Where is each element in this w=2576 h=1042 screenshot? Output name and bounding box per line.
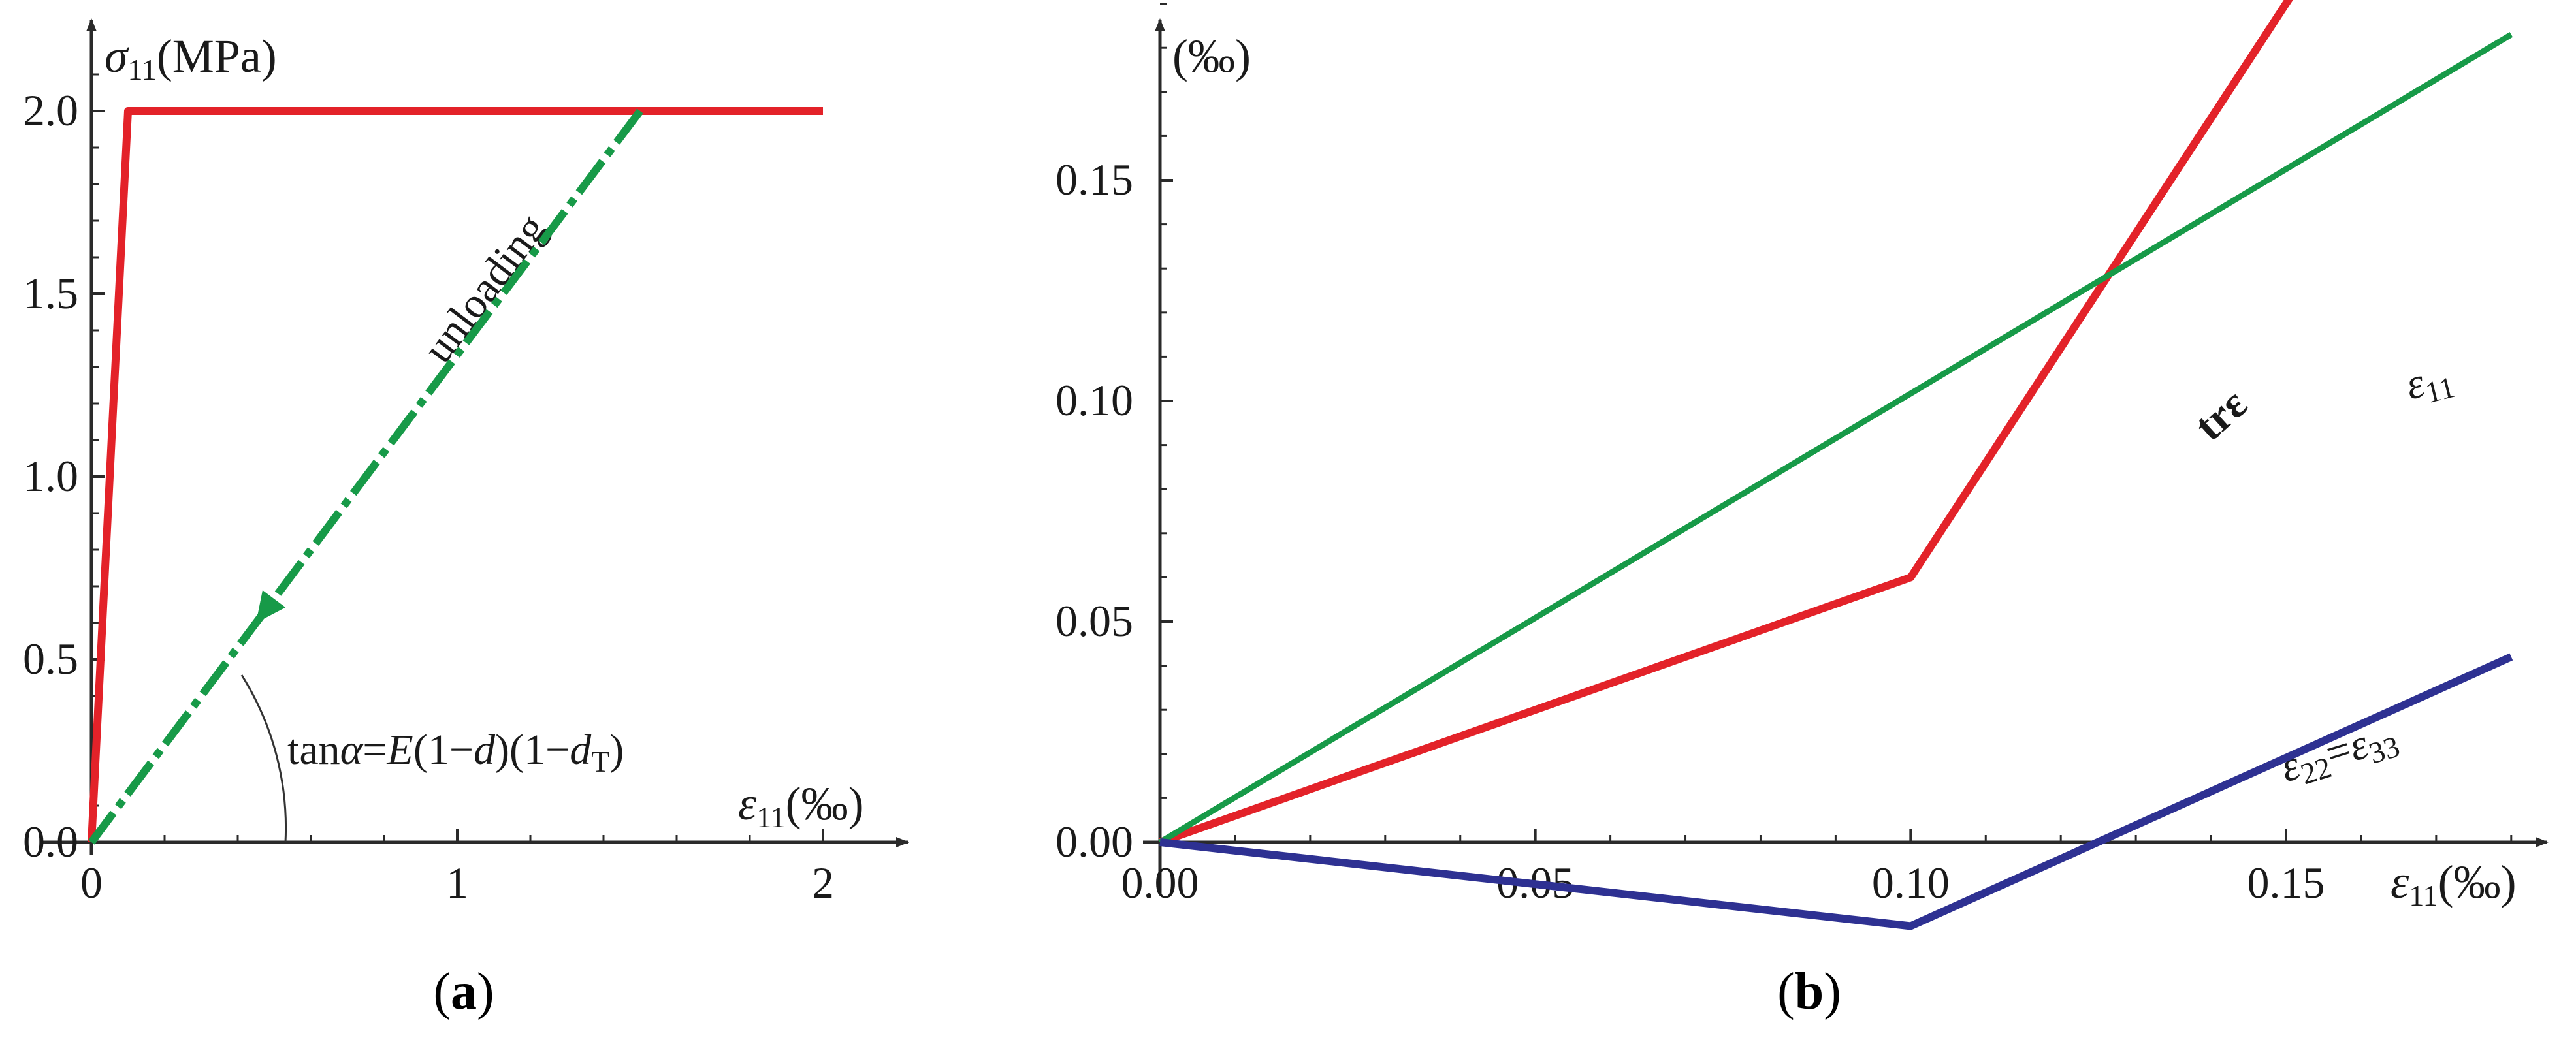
panel-a-x-tick-label: 0 (80, 858, 103, 908)
panel-b-y-label: (‰) (1172, 30, 1251, 82)
series-layer (88, 0, 2513, 930)
panel-a-caption: (a) (433, 963, 494, 1020)
panel-b-ticks: 0.000.050.100.150.000.050.100.150.200.25… (1055, 3, 2513, 908)
panel-a-x-label: ε11(‰) (738, 778, 864, 834)
panel-b-y-tick-label: 0.15 (1055, 155, 1133, 204)
panel-b-label-eps11: ε11 (2401, 352, 2458, 414)
panel-a-unloading-arrowhead (256, 590, 286, 623)
panel-a-y-tick-label: 0.5 (23, 634, 78, 684)
panel-a-y-tick-label: 0.0 (23, 817, 78, 866)
panel-a-ticks: 0 1 2 0.0 0.5 1.0 1.5 2.0 (23, 73, 834, 908)
panel-b-x-label: ε11(‰) (2391, 856, 2517, 912)
panel-a-y-tick-label: 1.0 (23, 451, 78, 501)
panel-b-y-tick-label: 0.00 (1055, 817, 1133, 866)
panel-b-x-tick-label: 0.10 (1872, 858, 1950, 908)
panel-b-x-tick-label: 0.00 (1121, 858, 1199, 908)
panel-b-y-tick-label: 0.05 (1055, 596, 1133, 646)
panel-b-series--11 (1158, 32, 2513, 845)
panel-a-y-tick-label: 2.0 (23, 86, 78, 135)
panel-a-unloading-label: unloading (414, 205, 556, 371)
panel-b-label-tr-eps: trε (2185, 380, 2256, 450)
panel-a-angle-arc (240, 674, 287, 843)
panel-b-caption: (b) (1777, 963, 1841, 1020)
panel-a-y-tick-label: 1.5 (23, 268, 78, 318)
panel-b: 0.000.050.100.150.000.050.100.150.200.25… (1055, 3, 2549, 1020)
panel-a-series-unloading (88, 108, 643, 845)
panel-a-y-label: σ11(MPa) (105, 30, 277, 86)
panel-b-series--22-33 (1159, 653, 2513, 930)
panel-a-tan-annotation: tanα=E(1−d)(1−dT) (287, 726, 624, 778)
panel-a-x-tick-label: 2 (812, 858, 834, 908)
panel-a-x-tick-label: 1 (446, 858, 468, 908)
panel-b-y-tick-label: 0.10 (1055, 375, 1133, 425)
panel-b-x-tick-label: 0.15 (2247, 858, 2325, 908)
panel-b-series-tr- (1159, 0, 2293, 846)
panel-a: 0 1 2 0.0 0.5 1.0 1.5 2.0 σ11(MPa) ε11(‰) tanα=… (23, 18, 909, 1020)
panel-a-series-loading (88, 107, 823, 843)
